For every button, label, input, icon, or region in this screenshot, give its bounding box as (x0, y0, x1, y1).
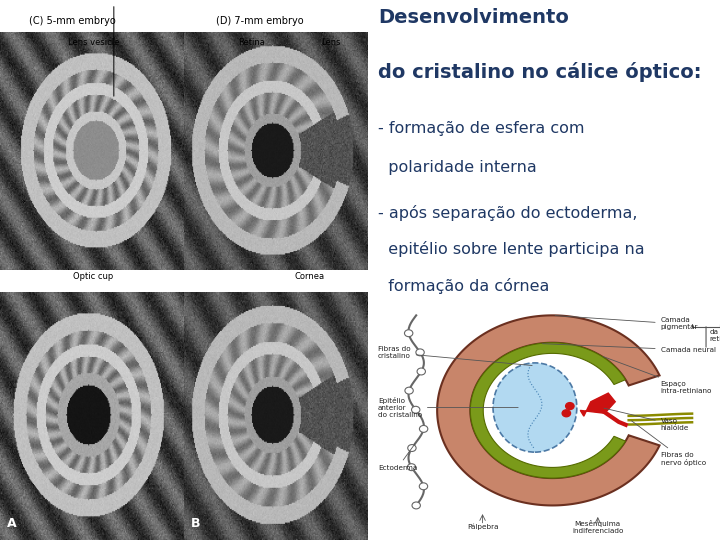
Text: Mesênquima
indiferenciado: Mesênquima indiferenciado (572, 520, 624, 534)
Circle shape (408, 444, 416, 451)
Text: polaridade interna: polaridade interna (378, 160, 536, 175)
Circle shape (412, 406, 420, 413)
Polygon shape (470, 343, 626, 478)
Text: Lens vesicle: Lens vesicle (68, 38, 120, 47)
Text: Camada neural: Camada neural (542, 343, 716, 353)
Text: Pálpebra: Pálpebra (467, 523, 498, 530)
Text: Cornea: Cornea (294, 272, 325, 281)
Text: Ectoderma: Ectoderma (378, 444, 417, 471)
Text: do cristalino no cálice óptico:: do cristalino no cálice óptico: (378, 62, 701, 82)
Circle shape (405, 330, 413, 336)
Circle shape (562, 410, 570, 417)
Text: Espaço
intra-retiniano: Espaço intra-retiniano (603, 356, 712, 394)
Text: Lens: Lens (321, 38, 341, 47)
Polygon shape (437, 315, 660, 505)
Ellipse shape (493, 363, 577, 452)
Text: Vaso
hialóide: Vaso hialóide (604, 408, 689, 431)
Circle shape (416, 349, 424, 356)
Circle shape (412, 502, 420, 509)
Text: - após separação do ectoderma,: - após separação do ectoderma, (378, 205, 637, 221)
Circle shape (566, 403, 574, 409)
Text: - formação de esfera com: - formação de esfera com (378, 121, 585, 136)
Text: B: B (191, 517, 200, 530)
Circle shape (419, 483, 428, 490)
Circle shape (420, 426, 428, 433)
Circle shape (417, 368, 426, 375)
Circle shape (408, 464, 415, 471)
Text: Fibras do
cristalino: Fibras do cristalino (378, 346, 532, 366)
Text: Camada
pigmentar: Camada pigmentar (555, 315, 698, 330)
Text: Retina: Retina (238, 38, 266, 47)
Text: da
retina: da retina (709, 329, 720, 342)
Text: Desenvolvimento: Desenvolvimento (378, 9, 569, 28)
Text: Epitélio
anterior
do cristalino: Epitélio anterior do cristalino (378, 397, 518, 418)
Polygon shape (580, 393, 615, 416)
Text: Optic cup: Optic cup (73, 272, 114, 281)
Text: (C) 5-mm embryo: (C) 5-mm embryo (29, 16, 115, 26)
Circle shape (405, 387, 413, 394)
Text: formação da córnea: formação da córnea (378, 278, 549, 294)
Text: A: A (7, 517, 17, 530)
Text: epitélio sobre lente participa na: epitélio sobre lente participa na (378, 241, 644, 258)
Text: Fibras do
nervo óptico: Fibras do nervo óptico (631, 421, 706, 467)
Text: (D) 7-mm embryo: (D) 7-mm embryo (216, 16, 304, 26)
